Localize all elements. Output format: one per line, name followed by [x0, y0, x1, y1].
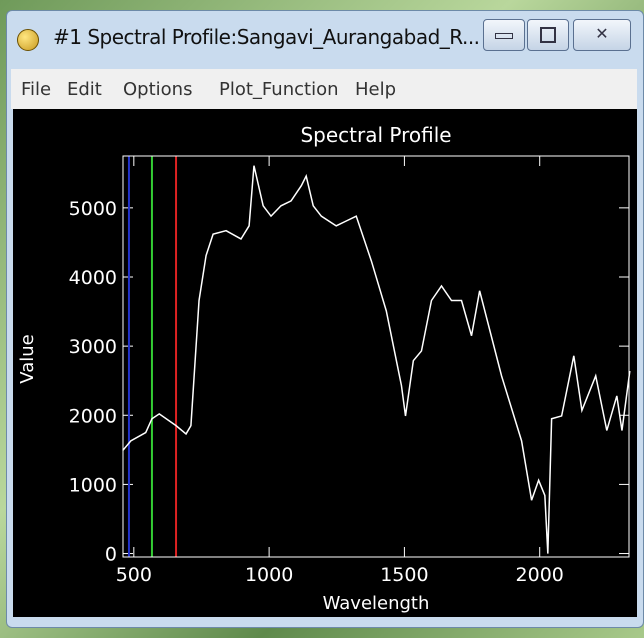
plot-background [13, 109, 637, 617]
y-tick-label: 0 [105, 544, 117, 566]
maximize-button[interactable] [527, 19, 569, 51]
chart-title: Spectral Profile [300, 123, 451, 147]
plot-frame [122, 155, 630, 558]
menu-item[interactable]: Help [355, 79, 397, 100]
menu-item[interactable]: Plot_Function [219, 79, 339, 100]
title-bar: #1 Spectral Profile:Sangavi_Aurangabad_R… [7, 11, 643, 67]
window: #1 Spectral Profile:Sangavi_Aurangabad_R… [6, 10, 644, 628]
spectrum-line [122, 165, 631, 554]
x-tick-label: 500 [116, 564, 152, 586]
close-button[interactable]: ✕ [573, 19, 631, 51]
y-axis-label: Value [17, 334, 38, 383]
x-tick-label: 1500 [380, 564, 428, 586]
window-title: #1 Spectral Profile:Sangavi_Aurangabad_R… [53, 25, 480, 49]
x-tick-label: 1000 [245, 564, 293, 586]
chart: Spectral Profile Wavelength Value 0 1000 2000… [13, 109, 637, 617]
x-tick-label: 2000 [516, 564, 564, 586]
x-axis-label: Wavelength [323, 593, 430, 614]
y-tick-label: 4000 [69, 267, 117, 289]
menu-item[interactable]: Edit [67, 79, 102, 100]
minimize-button[interactable] [483, 19, 525, 51]
y-tick-label: 5000 [69, 198, 117, 220]
menu-item[interactable]: File [21, 79, 52, 100]
app-icon [17, 29, 39, 51]
menu-bar: File Edit Options Plot_Function Help [11, 69, 637, 109]
y-tick-label: 3000 [69, 336, 117, 358]
menu-item[interactable]: Options [123, 79, 193, 100]
y-tick-label: 2000 [69, 405, 117, 427]
y-tick-label: 1000 [69, 474, 117, 496]
